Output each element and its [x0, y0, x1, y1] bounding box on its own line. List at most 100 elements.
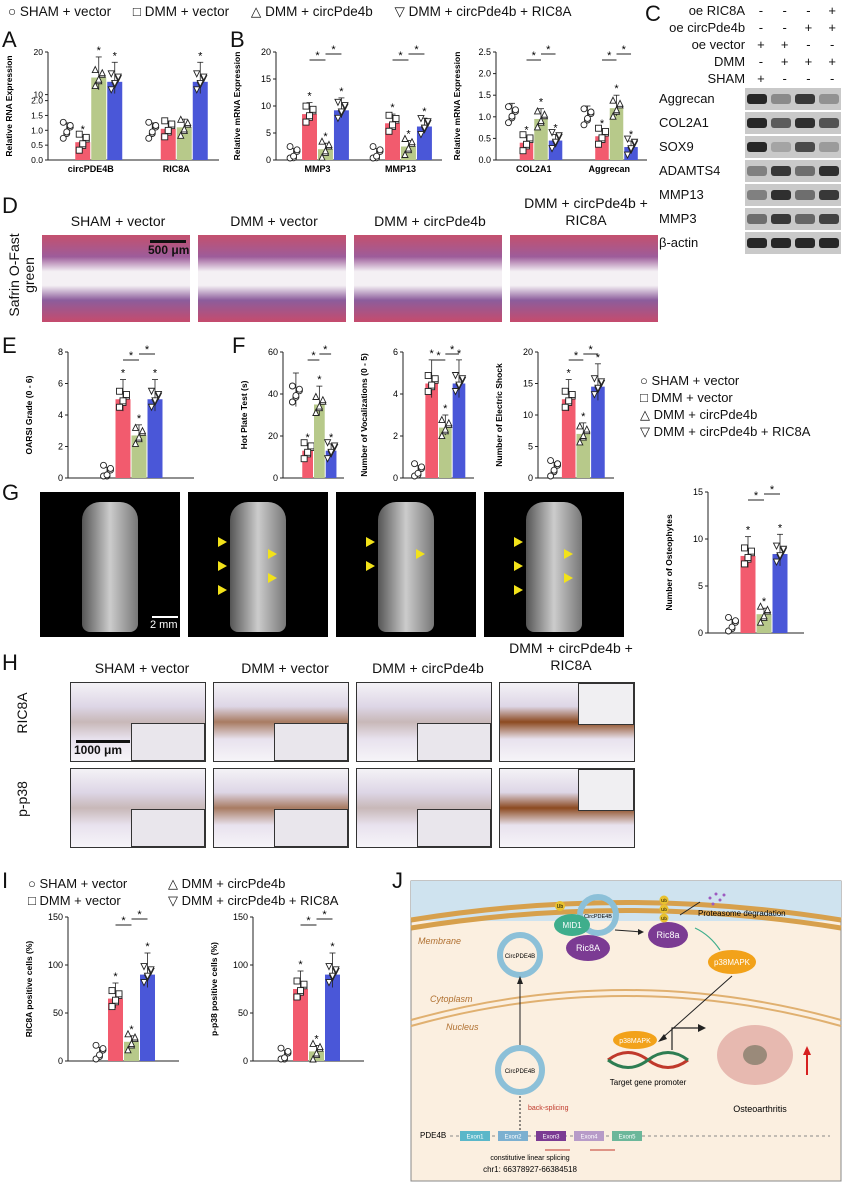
- data-point: [161, 117, 169, 125]
- data-point: [321, 146, 330, 155]
- y-tick-label: 5: [698, 581, 703, 591]
- bar: [452, 383, 466, 478]
- wb-band-strip: [745, 112, 841, 134]
- data-point: [99, 1045, 107, 1052]
- legend-f-ric8a: DMM + circPde4b + RIC8A: [653, 424, 811, 439]
- y-tick-label: 50: [238, 1008, 248, 1018]
- chart-i1: 0 50 100 150 RIC8A positive cells (%) * * * * *: [24, 909, 179, 1066]
- wb-band-strip: [745, 88, 841, 110]
- data-point: [131, 439, 140, 447]
- data-point: [744, 554, 752, 561]
- wb-band: [795, 94, 815, 104]
- data-point: [756, 602, 765, 610]
- data-point: [580, 105, 588, 113]
- legend-f-dmm: DMM + vector: [651, 390, 733, 405]
- significance-star: *: [553, 123, 558, 135]
- ihc-inset: [131, 809, 205, 847]
- legend-f-symbol-triangle: △: [640, 407, 650, 422]
- bar-group: *: [401, 129, 416, 160]
- data-point: [297, 987, 304, 995]
- data-point: [404, 144, 413, 152]
- bar-group: *: [740, 525, 756, 633]
- sig-star: *: [137, 909, 142, 921]
- bar: [439, 427, 452, 478]
- legend-i-symbol-inv-triangle: ▽: [168, 893, 178, 908]
- legend-symbol-square: □: [132, 4, 141, 19]
- data-point: [431, 375, 439, 383]
- safranin-side-label: Safrin O-Fast green: [2, 230, 38, 320]
- data-point: [151, 397, 159, 405]
- data-point: [627, 145, 635, 153]
- data-point: [300, 439, 308, 447]
- bar-group: [160, 117, 176, 160]
- wb-mark: -: [758, 54, 764, 69]
- data-point: [293, 993, 301, 1001]
- bar: [425, 383, 438, 478]
- bar: [115, 399, 131, 478]
- data-point: [376, 146, 384, 154]
- data-point: [332, 966, 340, 974]
- significance-star: *: [339, 86, 344, 98]
- data-point: [458, 375, 467, 383]
- data-point: [135, 433, 143, 441]
- significance-star: *: [198, 50, 203, 62]
- significance-star: *: [539, 97, 544, 109]
- wb-band: [819, 238, 839, 248]
- data-point: [309, 1054, 317, 1063]
- data-point: [184, 118, 192, 126]
- bone-render: [82, 502, 138, 632]
- data-point: [417, 115, 425, 123]
- y-tick-label: 150: [48, 912, 63, 922]
- wb-band: [771, 118, 791, 128]
- y-tick-label: 0.5: [31, 140, 43, 150]
- data-point: [584, 114, 591, 122]
- data-point: [154, 391, 163, 399]
- data-point: [756, 618, 765, 626]
- mid1-label: MID1: [562, 921, 582, 930]
- data-point: [323, 455, 332, 463]
- bar: [561, 399, 576, 478]
- legend-symbol-triangle: △: [250, 4, 262, 19]
- data-point: [82, 133, 90, 141]
- significance-star: *: [762, 596, 767, 608]
- bar-group: *: [300, 432, 315, 478]
- wb-band: [819, 94, 839, 104]
- y-tick-label: 5: [528, 442, 533, 452]
- wb-band: [747, 166, 767, 176]
- data-point: [328, 972, 337, 981]
- data-point: [595, 124, 602, 132]
- bar-group: *: [140, 941, 155, 1061]
- data-point: [108, 987, 116, 995]
- sig-star: *: [398, 50, 403, 62]
- wb-mark: -: [829, 71, 835, 86]
- sig-star: *: [754, 490, 759, 502]
- data-point: [148, 128, 156, 136]
- bar-group: *: [416, 106, 432, 160]
- data-point: [75, 130, 83, 138]
- data-point: [609, 112, 617, 120]
- legend-f-sham: SHAM + vector: [651, 373, 740, 388]
- legend-i-symbol-triangle: △: [168, 876, 178, 891]
- chart-b2: 0.0 0.5 1.0 1.5 2.0 2.5 Relative mRNA Expressi…: [452, 44, 647, 174]
- data-point: [565, 397, 573, 405]
- y-tick-label: 50: [53, 1008, 63, 1018]
- y-tick-label: 20: [261, 47, 271, 57]
- oa-label: Osteoarthritis: [733, 1104, 787, 1114]
- data-point: [385, 111, 393, 119]
- histology-d-title: DMM + vector: [230, 213, 318, 229]
- wb-band-strip: [745, 232, 841, 254]
- data-point: [143, 972, 152, 981]
- ihc-col-title: DMM + vector: [241, 660, 329, 676]
- data-point: [302, 102, 310, 110]
- bar: [302, 114, 317, 160]
- safranin-image: [510, 235, 658, 322]
- bar: [333, 110, 349, 160]
- bar-group: [505, 102, 519, 127]
- data-point: [451, 372, 460, 380]
- wb-band-strip: [745, 160, 841, 182]
- data-point: [147, 403, 156, 412]
- data-point: [537, 116, 545, 125]
- bar-group: *: [590, 352, 606, 478]
- ihc-inset: [417, 809, 491, 847]
- data-point: [193, 70, 201, 78]
